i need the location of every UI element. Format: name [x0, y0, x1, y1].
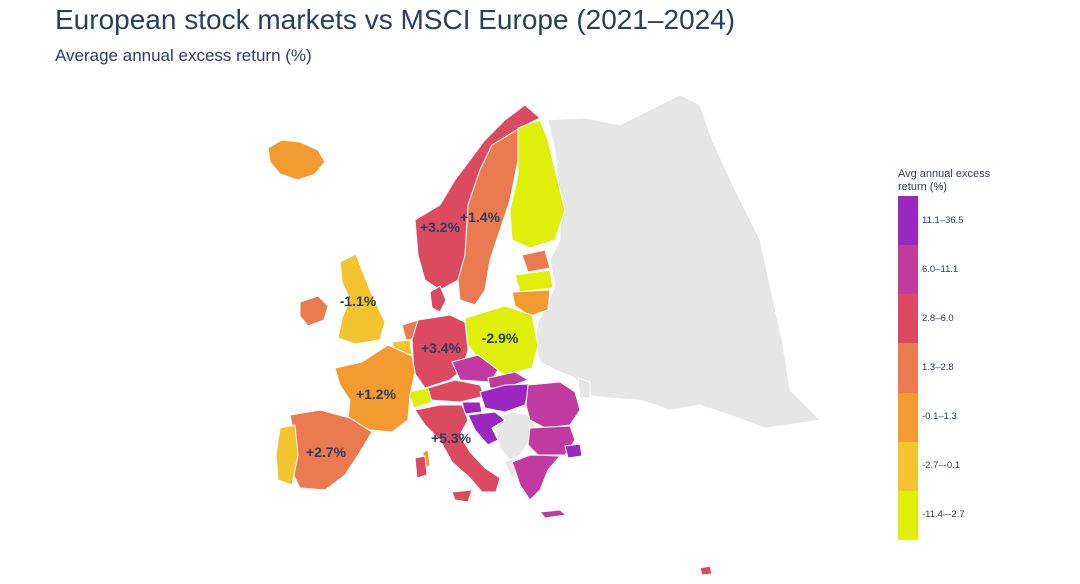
country-germany[interactable] [411, 314, 469, 389]
legend-title: Avg annual excess return (%) [898, 168, 991, 193]
legend-swatch-2 [898, 294, 918, 344]
legend-colorbar [898, 196, 918, 541]
country-czechia[interactable] [451, 354, 499, 383]
legend-label-0: 11.1–36.5 [922, 214, 964, 226]
map-label-united-kingdom: -1.1% [340, 293, 377, 309]
country-italy-sicily[interactable] [451, 489, 473, 503]
legend-swatch-5 [898, 441, 918, 492]
map-label-italy: +5.3% [431, 430, 472, 446]
country-poland[interactable] [464, 305, 539, 376]
country-italy[interactable] [414, 404, 501, 493]
legend-swatch-4 [898, 392, 918, 443]
country-iceland[interactable] [267, 139, 326, 181]
country-turkey-europe[interactable] [564, 443, 583, 459]
country-slovakia[interactable] [487, 371, 529, 389]
country-united-kingdom[interactable] [337, 253, 386, 345]
map-label-poland: -2.9% [482, 330, 519, 346]
country-finland[interactable] [509, 119, 566, 249]
country-italy-sardinia[interactable] [414, 455, 428, 479]
country-portugal[interactable] [275, 424, 299, 486]
map-label-spain: +2.7% [306, 444, 347, 460]
country-denmark[interactable] [429, 285, 447, 313]
map-label-norway: +3.2% [420, 219, 461, 235]
country-estonia[interactable] [521, 249, 551, 273]
chart-title: European stock markets vs MSCI Europe (2… [55, 4, 736, 35]
legend-label-4: -0.1–1.3 [922, 411, 957, 423]
legend-swatch-0 [898, 196, 918, 246]
country-greece[interactable] [511, 454, 561, 501]
country-lithuania[interactable] [511, 289, 551, 317]
country-croatia[interactable] [467, 411, 506, 446]
legend-swatch-3 [898, 343, 918, 394]
country-sweden[interactable] [457, 127, 521, 306]
country-cyprus[interactable] [699, 565, 713, 576]
map-label-germany: +3.4% [421, 340, 462, 356]
map-label-sweden: +1.4% [460, 209, 501, 225]
country-greece-crete[interactable] [539, 509, 567, 519]
legend-label-6: -11.4–-2.7 [922, 509, 965, 521]
country-hungary[interactable] [479, 383, 531, 413]
legend-label-1: 6.0–11.1 [922, 263, 959, 275]
legend-label-5: -2.7–-0.1 [922, 460, 961, 472]
region-moldova [577, 377, 591, 399]
country-latvia[interactable] [514, 269, 554, 293]
legend-swatch-6 [898, 490, 918, 541]
country-france[interactable] [334, 344, 416, 433]
country-bulgaria[interactable] [527, 425, 576, 456]
country-switzerland[interactable] [407, 387, 433, 409]
country-ireland[interactable] [299, 295, 329, 327]
legend-swatch-1 [898, 245, 918, 295]
chart-subtitle: Average annual excess return (%) [55, 46, 312, 65]
country-romania[interactable] [525, 381, 581, 429]
legend-label-3: 1.3–2.8 [922, 362, 954, 373]
legend-label-2: 2.8–6.0 [922, 312, 954, 324]
map-label-france: +1.2% [356, 386, 397, 402]
region-russia-belarus-ukraine [534, 94, 821, 429]
